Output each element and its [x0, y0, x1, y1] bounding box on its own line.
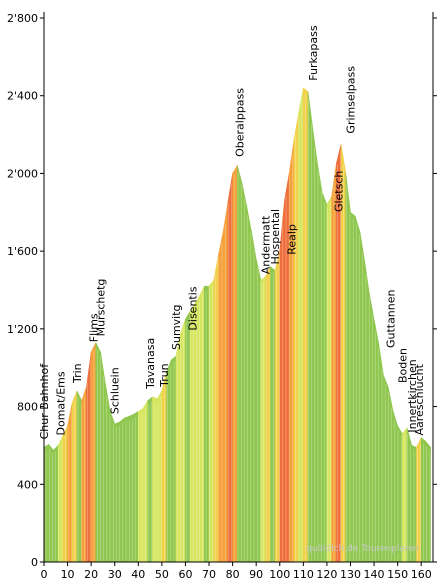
x-tick-label: 150 — [387, 568, 408, 581]
place-label: Schluein — [109, 367, 122, 414]
y-tick-label: 2'800 — [7, 12, 38, 25]
y-tick-label: 2'000 — [7, 167, 38, 180]
place-label: Flims — [88, 313, 101, 342]
y-tick-label: 1'600 — [7, 245, 38, 258]
profile-segment — [86, 352, 92, 563]
profile-segment — [185, 310, 191, 563]
profile-segment — [213, 254, 219, 563]
profile-segment — [43, 443, 50, 563]
place-label: Domat/Ems — [55, 371, 68, 435]
profile-segment — [208, 279, 215, 563]
profile-segment — [354, 216, 361, 563]
profile-segment — [288, 140, 295, 563]
profile-segment — [128, 413, 134, 563]
x-tick-label: 60 — [178, 568, 192, 581]
profile-segment — [392, 410, 398, 563]
axes: 0 400 800 1'200 1'600 2'000 2'400 2'800 0 10 20 30 4… — [7, 12, 437, 581]
x-tick-label: 160 — [411, 568, 432, 581]
x-tick-label: 90 — [249, 568, 263, 581]
profile-segment — [81, 387, 87, 563]
profile-area — [43, 87, 431, 563]
place-label: Trin — [71, 363, 84, 384]
profile-segment — [307, 91, 314, 563]
place-label: Gletsch — [333, 171, 346, 212]
profile-segment — [175, 332, 182, 563]
x-tick-label: 70 — [202, 568, 216, 581]
x-tick-label: 30 — [108, 568, 122, 581]
profile-segment — [274, 251, 281, 563]
place-label: Aareschlucht — [413, 363, 426, 435]
profile-segment — [95, 342, 101, 563]
profile-segment — [359, 231, 365, 563]
profile-segment — [180, 319, 186, 563]
profile-segment — [312, 128, 318, 563]
profile-segment — [364, 260, 370, 563]
place-label: Andermatt — [260, 215, 273, 274]
x-tick-label: 110 — [293, 568, 314, 581]
profile-segment — [397, 424, 403, 563]
profile-segment — [199, 285, 205, 563]
profile-segment — [123, 415, 130, 563]
place-label: Guttannen — [385, 289, 398, 348]
profile-segment — [378, 344, 384, 563]
y-tick-label: 800 — [17, 401, 38, 414]
profile-segment — [270, 266, 276, 563]
profile-segment — [100, 352, 106, 563]
x-tick-label: 0 — [41, 568, 48, 581]
place-label: Tavanasa — [144, 338, 157, 390]
place-label: Chur Bahnhof — [38, 363, 51, 440]
credit-watermark: quäldich.de Tourenplaner — [306, 544, 420, 554]
y-tick-label: 1'200 — [7, 323, 38, 336]
profile-segment — [204, 285, 210, 563]
place-label: Oberalppass — [234, 88, 247, 157]
profile-segment — [119, 417, 125, 563]
profile-segment — [387, 387, 394, 563]
profile-segment — [171, 355, 177, 563]
profile-segment — [373, 319, 380, 563]
place-label: Hospental — [269, 209, 282, 265]
place-label: Innertkirchen — [406, 359, 419, 432]
place-label: Furkapass — [307, 25, 320, 81]
x-tick-label: 80 — [226, 568, 240, 581]
place-label: Sumvitg — [170, 304, 183, 350]
profile-segment — [303, 87, 309, 563]
x-tick-label: 130 — [340, 568, 361, 581]
profile-segment — [194, 294, 200, 563]
profile-segment — [402, 427, 408, 563]
x-tick-label: 40 — [131, 568, 145, 581]
profile-segment — [369, 293, 375, 563]
profile-segment — [114, 421, 120, 563]
place-label: Boden — [396, 348, 409, 383]
place-label: Realp — [286, 224, 299, 255]
profile-segment — [109, 410, 116, 563]
y-tick-label: 2'400 — [7, 90, 38, 103]
profile-segment — [383, 375, 389, 563]
x-tick-label: 140 — [364, 568, 385, 581]
x-tick-label: 10 — [61, 568, 75, 581]
profile-segment — [218, 231, 224, 563]
profile-segment — [260, 275, 266, 563]
profile-segment — [133, 410, 139, 563]
place-label: Trun — [158, 363, 171, 388]
x-tick-label: 50 — [155, 568, 169, 581]
y-tick-label: 400 — [17, 478, 38, 491]
x-tick-label: 100 — [269, 568, 290, 581]
place-label: Disentis — [187, 286, 200, 330]
profile-stripes — [45, 93, 431, 562]
profile-segment — [265, 266, 271, 563]
y-tick-label: 0 — [31, 556, 38, 569]
place-label: Murschetg — [95, 279, 108, 337]
profile-segment — [350, 211, 356, 563]
profile-segment — [90, 342, 97, 563]
place-label: Grimselpass — [344, 66, 357, 134]
profile-segment — [293, 113, 299, 563]
profile-segment — [189, 302, 196, 563]
x-tick-label: 20 — [84, 568, 98, 581]
x-tick-label: 120 — [316, 568, 337, 581]
profile-segment — [298, 87, 304, 563]
profile-segment — [222, 202, 229, 563]
